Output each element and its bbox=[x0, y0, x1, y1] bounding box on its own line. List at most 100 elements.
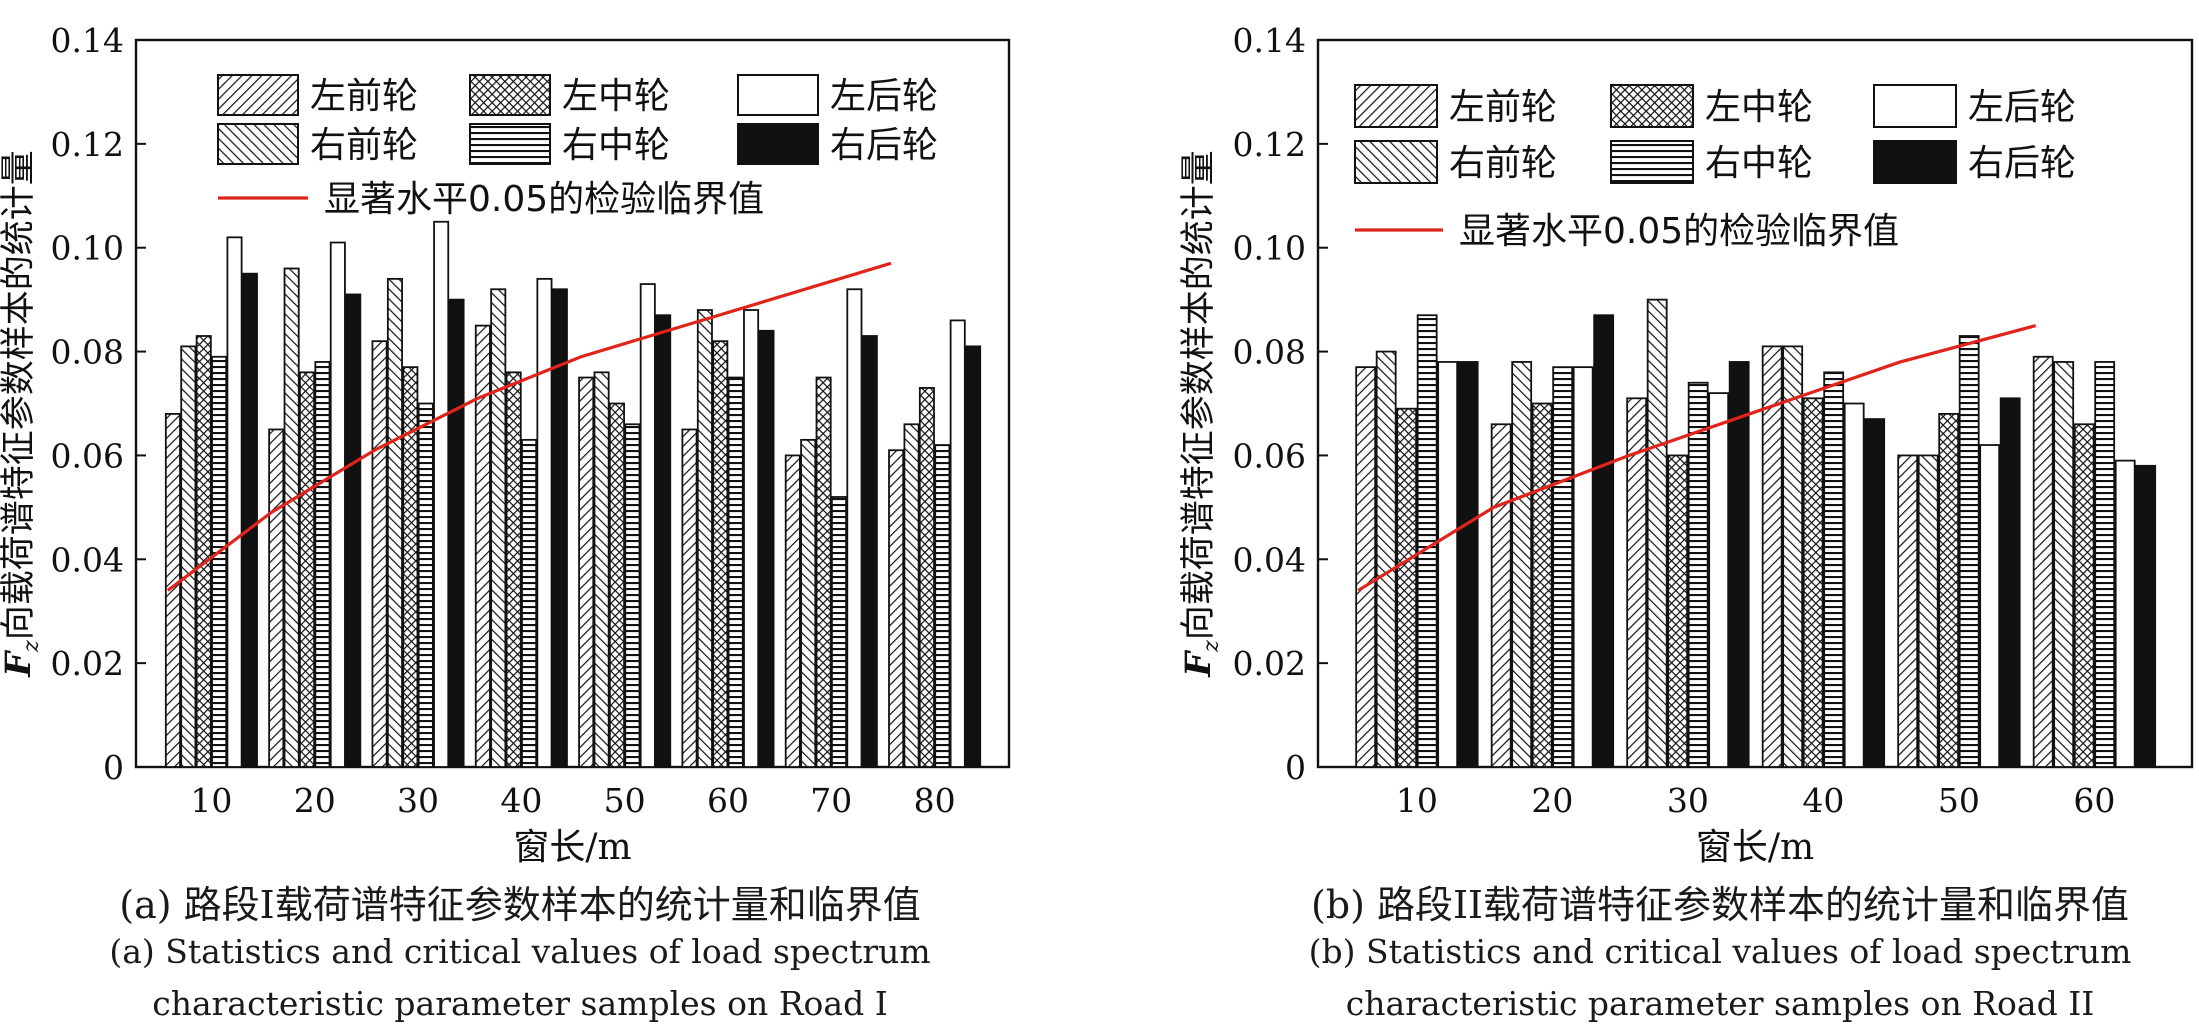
bar-fwd-diag bbox=[1897, 454, 1919, 768]
critical-value-line bbox=[166, 261, 892, 592]
bar-crosshatch bbox=[918, 387, 935, 768]
y-tick-label: 0.06 bbox=[51, 436, 124, 475]
y-tick-label: 0 bbox=[1285, 748, 1306, 787]
legend-swatch-black bbox=[737, 123, 819, 165]
bar-white bbox=[536, 277, 553, 768]
legend-label: 右中轮 bbox=[1705, 143, 1813, 184]
legend-swatch-back-diag bbox=[1354, 140, 1438, 184]
legend-swatch-white bbox=[737, 74, 819, 116]
x-axis-label: 窗长/m bbox=[513, 827, 631, 868]
legend-label: 右前轮 bbox=[310, 125, 418, 166]
bar-horizontal bbox=[624, 423, 641, 768]
bar-back-diag bbox=[2053, 361, 2075, 768]
legend-label: 右后轮 bbox=[1968, 143, 2076, 184]
legend-label: 右后轮 bbox=[830, 125, 938, 166]
bar-crosshatch bbox=[505, 371, 522, 768]
bar-horizontal bbox=[521, 438, 538, 768]
bar-horizontal bbox=[727, 376, 744, 768]
bar-fwd-diag bbox=[1626, 397, 1648, 768]
bar-white bbox=[1708, 392, 1730, 768]
legend-critical-label: 显著水平0.05的检验临界值 bbox=[1459, 211, 1899, 252]
bar-horizontal bbox=[211, 355, 228, 768]
legend-label: 左中轮 bbox=[562, 76, 670, 117]
bar-crosshatch bbox=[195, 335, 212, 768]
bar-fwd-diag bbox=[1490, 423, 1512, 768]
bar-horizontal bbox=[417, 402, 434, 768]
y-tick-label: 0.10 bbox=[1233, 229, 1306, 268]
y-tick-label: 0.14 bbox=[1233, 21, 1306, 60]
bar-black bbox=[1864, 418, 1886, 768]
bar-horizontal bbox=[1958, 335, 1980, 768]
bar-back-diag bbox=[283, 267, 300, 768]
bar-fwd-diag bbox=[578, 376, 595, 768]
bar-white bbox=[2114, 459, 2136, 768]
bar-back-diag bbox=[1782, 345, 1804, 768]
x-tick-label: 20 bbox=[1531, 781, 1573, 820]
bar-black bbox=[241, 272, 258, 768]
bar-crosshatch bbox=[1802, 397, 1824, 768]
bar-back-diag bbox=[903, 423, 920, 768]
bar-black bbox=[1999, 397, 2021, 768]
bar-crosshatch bbox=[1396, 407, 1418, 768]
bar-fwd-diag bbox=[268, 428, 285, 768]
chart-panel-a: 0 0.02 0.04 0.06 0.08 0.10 0.12 0.14 10 20 30 40 50 6… bbox=[0, 21, 1011, 868]
y-tick-label: 0.08 bbox=[51, 333, 124, 372]
y-axis-label: Fz向载荷谱特征参数样本的统计量 bbox=[0, 150, 44, 677]
bar-white bbox=[1979, 444, 2001, 768]
legend-swatch-fwd-diag bbox=[1354, 84, 1438, 128]
bar-white bbox=[846, 288, 863, 768]
bar-back-diag bbox=[1917, 454, 1939, 768]
y-axis-label: Fz向载荷谱特征参数样本的统计量 bbox=[1178, 150, 1224, 677]
bar-fwd-diag bbox=[1355, 366, 1377, 768]
x-tick-label: 70 bbox=[810, 781, 852, 820]
bar-black bbox=[1593, 314, 1615, 768]
x-tick-label: 30 bbox=[397, 781, 439, 820]
bar-black bbox=[758, 329, 775, 768]
legend-label: 左前轮 bbox=[1449, 87, 1557, 128]
y-tick-label: 0.02 bbox=[1233, 644, 1306, 683]
bar-black bbox=[1457, 361, 1479, 768]
legend-swatch-horizontal bbox=[1610, 140, 1694, 184]
bar-fwd-diag bbox=[681, 428, 698, 768]
critical-value-line bbox=[1357, 324, 2037, 592]
x-tick-label: 20 bbox=[294, 781, 336, 820]
legend-label: 右前轮 bbox=[1449, 143, 1557, 184]
bar-white bbox=[1437, 361, 1459, 768]
legend-label: 左后轮 bbox=[1968, 87, 2076, 128]
legend-label: 左后轮 bbox=[830, 76, 938, 117]
bar-fwd-diag bbox=[2032, 355, 2054, 768]
caption-en-a-line2: characteristic parameter samples on Road… bbox=[152, 984, 888, 1023]
x-tick-label: 60 bbox=[707, 781, 749, 820]
x-axis-label: 窗长/m bbox=[1696, 827, 1814, 868]
bar-crosshatch bbox=[1531, 402, 1553, 768]
x-tick-label: 60 bbox=[2073, 781, 2115, 820]
bar-black bbox=[965, 345, 982, 768]
legend-label: 右中轮 bbox=[562, 125, 670, 166]
bar-white bbox=[1572, 366, 1594, 768]
legend-swatch-crosshatch bbox=[469, 74, 551, 116]
bar-fwd-diag bbox=[164, 412, 181, 768]
legend-label: 左中轮 bbox=[1705, 87, 1813, 128]
chart-panel-b: 0 0.02 0.04 0.06 0.08 0.10 0.12 0.14 10 20 30 40 50 6… bbox=[1178, 21, 2194, 868]
bar-back-diag bbox=[696, 309, 713, 768]
bar-black bbox=[1728, 361, 1750, 768]
x-tick-label: 40 bbox=[1802, 781, 1844, 820]
plot-frame bbox=[1316, 38, 2194, 769]
bar-crosshatch bbox=[712, 340, 729, 768]
y-tick-label: 0.08 bbox=[1233, 333, 1306, 372]
y-tick-label: 0.10 bbox=[51, 229, 124, 268]
legend-swatch-white bbox=[1873, 84, 1957, 128]
bar-horizontal bbox=[1823, 371, 1845, 768]
bar-back-diag bbox=[386, 277, 403, 768]
bar-white bbox=[639, 283, 656, 768]
x-tick-label: 10 bbox=[190, 781, 232, 820]
bar-back-diag bbox=[1511, 361, 1533, 768]
x-tick-label: 10 bbox=[1396, 781, 1438, 820]
bar-black bbox=[655, 314, 672, 768]
bar-fwd-diag bbox=[474, 324, 491, 768]
bar-fwd-diag bbox=[888, 449, 905, 768]
bar-white bbox=[329, 241, 346, 768]
bar-horizontal bbox=[934, 444, 951, 768]
bar-fwd-diag bbox=[371, 340, 388, 768]
